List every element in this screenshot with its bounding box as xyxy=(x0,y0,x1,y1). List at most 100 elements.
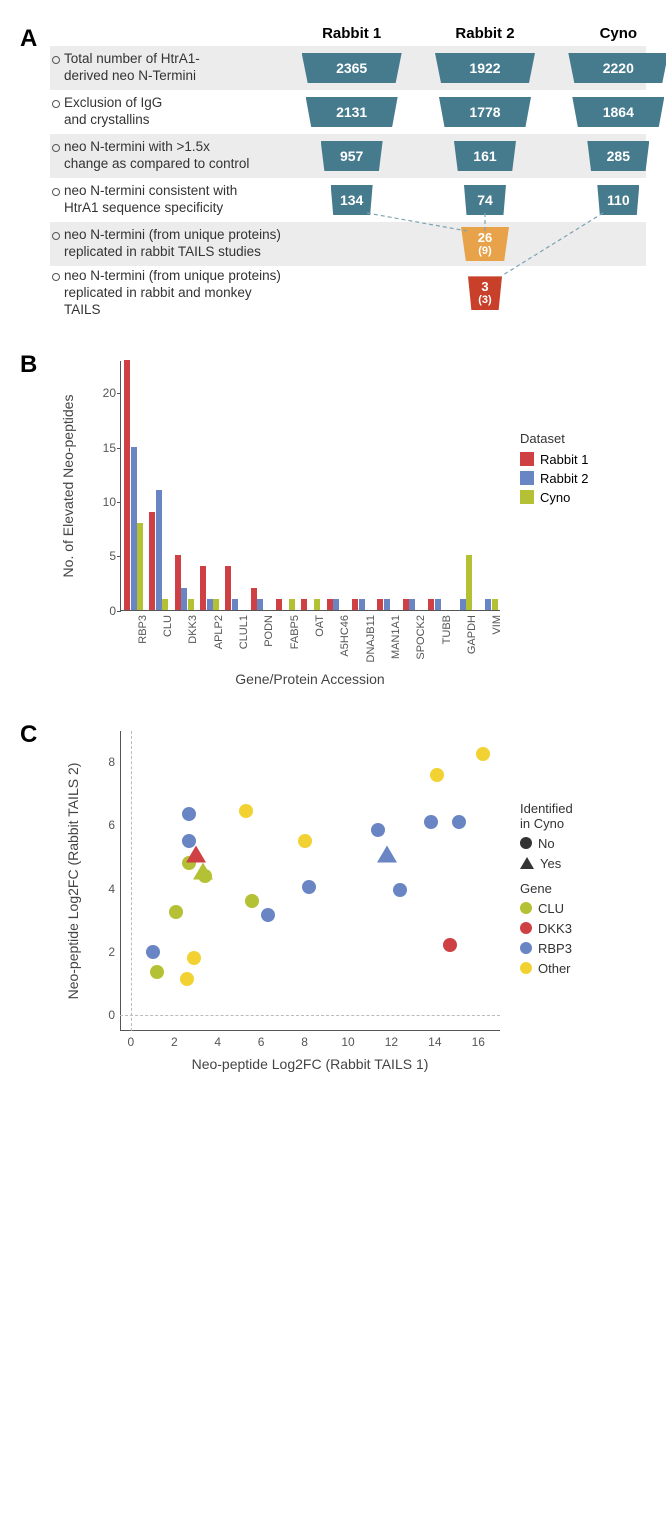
bar xyxy=(162,599,168,610)
bar xyxy=(314,599,320,610)
bar-xlabel: Gene/Protein Accession xyxy=(120,671,500,687)
scatter-point xyxy=(146,945,160,959)
bar-ylabel: No. of Elevated Neo-peptides xyxy=(60,394,76,577)
bar-xtick: MAN1A1 xyxy=(390,615,402,659)
bar-xtick: DNAJB11 xyxy=(365,615,377,662)
bar-xtick: VIM xyxy=(491,615,503,635)
bar xyxy=(327,599,333,610)
funnel-value: 2220 xyxy=(568,53,666,83)
bar xyxy=(301,599,307,610)
bar-ytick: 10 xyxy=(91,495,116,509)
bar-plot-area: 05101520 xyxy=(120,361,500,611)
bar xyxy=(409,599,415,610)
funnel-value: 134 xyxy=(331,185,373,215)
scatter-point xyxy=(150,965,164,979)
funnel-column-header: Cyno xyxy=(557,25,666,46)
bar xyxy=(485,599,491,610)
scatter-ylabel: Neo-peptide Log2FC (Rabbit TAILS 2) xyxy=(65,762,81,999)
funnel-row-label: neo N-termini (from unique proteins)repl… xyxy=(50,227,290,261)
funnel-merged-value: 3(3) xyxy=(468,276,502,310)
legend-item: DKK3 xyxy=(520,921,573,936)
funnel-row-label: Exclusion of IgGand crystallins xyxy=(50,95,290,129)
funnel-row: Total number of HtrA1-derived neo N-Term… xyxy=(50,46,646,90)
bar-xtick: RBP3 xyxy=(137,615,149,644)
scatter-xtick: 14 xyxy=(428,1035,441,1049)
scatter-point xyxy=(180,972,194,986)
funnel-value: 2365 xyxy=(302,53,402,83)
bar-group xyxy=(402,599,423,610)
bar xyxy=(289,599,295,610)
bar xyxy=(251,588,257,610)
bar xyxy=(225,566,231,609)
bar xyxy=(200,566,206,609)
bar xyxy=(359,599,365,610)
funnel-merged-row: neo N-termini (from unique proteins)repl… xyxy=(50,222,646,266)
panel-c-label: C xyxy=(20,721,37,749)
funnel-row: neo N-termini consistent withHtrA1 seque… xyxy=(50,178,646,222)
bar-xtick: PODN xyxy=(263,615,275,647)
scatter-plot: Neo-peptide Log2FC (Rabbit TAILS 2) 0246… xyxy=(70,721,650,1101)
bar-legend: Dataset Rabbit 1Rabbit 2Cyno xyxy=(520,431,588,509)
legend-item: Yes xyxy=(520,856,573,871)
bar xyxy=(460,599,466,610)
bar xyxy=(384,599,390,610)
funnel-header: Rabbit 1Rabbit 2Cyno xyxy=(50,25,646,46)
bar xyxy=(156,490,162,610)
bar xyxy=(276,599,282,610)
scatter-ytick: 2 xyxy=(95,945,115,959)
funnel-row: neo N-termini with >1.5xchange as compar… xyxy=(50,134,646,178)
scatter-point xyxy=(393,883,407,897)
bar xyxy=(333,599,339,610)
bar-xtick: DKK3 xyxy=(187,615,199,644)
bar-group xyxy=(148,490,169,610)
legend-item: Rabbit 2 xyxy=(520,471,588,486)
scatter-ytick: 8 xyxy=(95,755,115,769)
funnel-value: 110 xyxy=(597,185,639,215)
bar-legend-title: Dataset xyxy=(520,431,588,446)
scatter-ytick: 0 xyxy=(95,1008,115,1022)
bar-xtick: FABP5 xyxy=(289,615,301,649)
bar-group xyxy=(478,599,499,610)
scatter-plot-area: 024680246810121416 xyxy=(120,731,500,1031)
bar-group xyxy=(351,599,372,610)
bar xyxy=(257,599,263,610)
bar-group xyxy=(123,360,144,610)
bar xyxy=(207,599,213,610)
scatter-xtick: 10 xyxy=(341,1035,354,1049)
bar-group xyxy=(250,588,271,610)
bar xyxy=(213,599,219,610)
bar xyxy=(175,555,181,609)
scatter-xtick: 4 xyxy=(214,1035,221,1049)
scatter-xlabel: Neo-peptide Log2FC (Rabbit TAILS 1) xyxy=(120,1056,500,1072)
bar-ytick: 15 xyxy=(91,441,116,455)
bar xyxy=(188,599,194,610)
funnel-row-label: Total number of HtrA1-derived neo N-Term… xyxy=(50,51,290,85)
panel-b-label: B xyxy=(20,351,37,379)
gene-legend-title: Gene xyxy=(520,881,573,896)
panel-c: C Neo-peptide Log2FC (Rabbit TAILS 2) 02… xyxy=(20,721,646,1101)
legend-item: CLU xyxy=(520,901,573,916)
bar xyxy=(181,588,187,610)
bar-group xyxy=(275,599,296,610)
scatter-legend: Identifiedin Cyno NoYes Gene CLUDKK3RBP3… xyxy=(520,791,573,981)
bar xyxy=(352,599,358,610)
bar-xtick: CLU xyxy=(162,615,174,637)
bar xyxy=(377,599,383,610)
funnel-value: 74 xyxy=(464,185,506,215)
scatter-point xyxy=(261,908,275,922)
funnel-merged-value: 26(9) xyxy=(461,227,509,261)
bar xyxy=(403,599,409,610)
panel-a-label: A xyxy=(20,25,37,53)
funnel-row-label: neo N-termini consistent withHtrA1 seque… xyxy=(50,183,290,217)
scatter-point xyxy=(239,804,253,818)
scatter-point xyxy=(298,834,312,848)
scatter-point xyxy=(452,815,466,829)
bar-group xyxy=(326,599,347,610)
funnel-value: 957 xyxy=(321,141,383,171)
scatter-point xyxy=(182,807,196,821)
scatter-point xyxy=(443,938,457,952)
funnel-row: Exclusion of IgGand crystallins213117781… xyxy=(50,90,646,134)
scatter-point xyxy=(186,845,206,862)
funnel-column-header: Rabbit 2 xyxy=(423,25,546,46)
bar-xtick: APLP2 xyxy=(213,615,225,649)
